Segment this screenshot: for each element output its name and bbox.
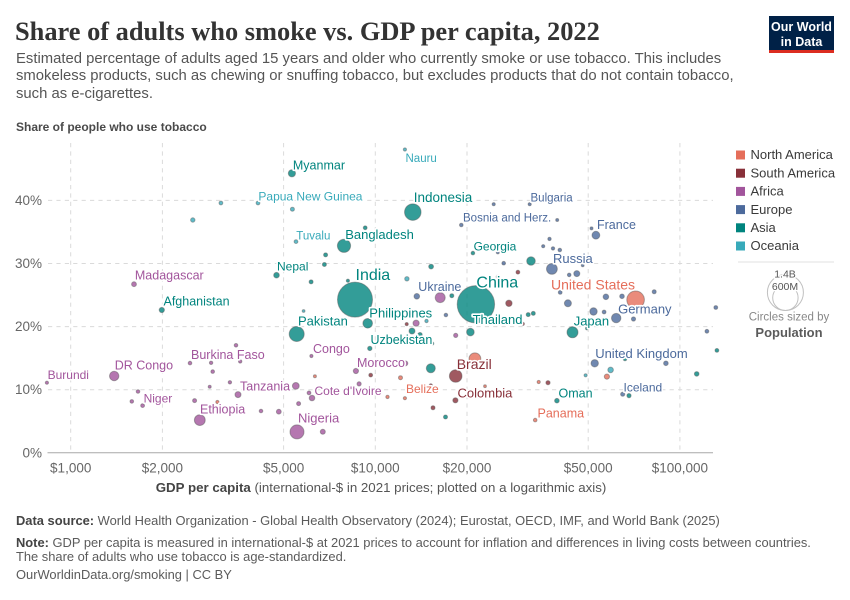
svg-text:Nauru: Nauru xyxy=(406,153,437,165)
svg-text:$10,000: $10,000 xyxy=(351,460,400,475)
svg-text:France: France xyxy=(597,218,636,232)
svg-text:30%: 30% xyxy=(15,256,42,271)
svg-text:Niger: Niger xyxy=(144,391,173,405)
svg-text:Circles sized by: Circles sized by xyxy=(749,311,830,323)
svg-text:$20,000: $20,000 xyxy=(443,460,492,475)
svg-text:Asia: Asia xyxy=(751,220,777,235)
svg-text:Congo: Congo xyxy=(313,342,350,356)
svg-text:Nigeria: Nigeria xyxy=(298,411,340,426)
svg-text:Ethiopia: Ethiopia xyxy=(200,403,245,417)
svg-text:Bulgaria: Bulgaria xyxy=(531,192,574,204)
svg-text:10%: 10% xyxy=(15,382,42,397)
svg-text:Japan: Japan xyxy=(574,314,609,329)
svg-text:0%: 0% xyxy=(22,445,42,460)
svg-text:Uzbekistan: Uzbekistan xyxy=(371,333,433,347)
svg-text:Madagascar: Madagascar xyxy=(135,269,204,283)
svg-text:United Kingdom: United Kingdom xyxy=(595,346,688,361)
svg-text:Russia: Russia xyxy=(553,251,594,266)
svg-text:Pakistan: Pakistan xyxy=(298,314,348,329)
svg-text:Belize: Belize xyxy=(406,382,439,396)
svg-text:600M: 600M xyxy=(772,281,798,293)
svg-text:40%: 40% xyxy=(15,193,42,208)
svg-text:Burundi: Burundi xyxy=(48,368,89,382)
svg-text:$1,000: $1,000 xyxy=(50,460,91,475)
svg-text:Georgia: Georgia xyxy=(474,239,517,253)
svg-text:Indonesia: Indonesia xyxy=(414,190,473,205)
svg-text:Afghanistan: Afghanistan xyxy=(164,295,230,309)
svg-text:Ukraine: Ukraine xyxy=(418,280,461,294)
svg-text:Colombia: Colombia xyxy=(458,386,514,401)
svg-text:South America: South America xyxy=(751,165,836,180)
svg-text:Population: Population xyxy=(755,325,822,340)
svg-text:DR Congo: DR Congo xyxy=(115,359,173,373)
svg-text:Tuvalu: Tuvalu xyxy=(296,231,330,243)
svg-text:GDP per capita (international-: GDP per capita (international-$ in 2021 … xyxy=(156,480,607,495)
svg-text:20%: 20% xyxy=(15,319,42,334)
svg-text:Bangladesh: Bangladesh xyxy=(345,227,414,242)
svg-text:Nepal: Nepal xyxy=(277,260,308,274)
svg-text:Europe: Europe xyxy=(751,202,793,217)
svg-text:Burkina Faso: Burkina Faso xyxy=(191,348,265,362)
svg-text:Bosnia and Herz.: Bosnia and Herz. xyxy=(463,212,551,224)
svg-text:Morocco: Morocco xyxy=(357,356,405,370)
svg-text:$2,000: $2,000 xyxy=(142,460,183,475)
svg-text:Panama: Panama xyxy=(538,407,585,421)
svg-text:$100,000: $100,000 xyxy=(652,460,708,475)
svg-text:Philippines: Philippines xyxy=(369,305,432,320)
svg-text:China: China xyxy=(476,275,518,292)
svg-text:$50,000: $50,000 xyxy=(564,460,613,475)
svg-text:Thailand: Thailand xyxy=(473,312,523,327)
svg-text:North America: North America xyxy=(751,147,834,162)
svg-text:Cote d'Ivoire: Cote d'Ivoire xyxy=(315,384,382,398)
svg-text:Tanzania: Tanzania xyxy=(240,379,290,393)
svg-text:India: India xyxy=(356,267,391,284)
svg-text:Papua New Guinea: Papua New Guinea xyxy=(258,189,362,203)
svg-text:Germany: Germany xyxy=(618,302,672,317)
svg-text:Oman: Oman xyxy=(559,386,593,400)
svg-text:$5,000: $5,000 xyxy=(263,460,304,475)
svg-text:United States: United States xyxy=(551,277,635,293)
svg-text:Myanmar: Myanmar xyxy=(293,158,345,172)
svg-text:Iceland: Iceland xyxy=(624,381,663,395)
svg-text:Brazil: Brazil xyxy=(457,356,492,372)
svg-text:Oceania: Oceania xyxy=(751,238,800,253)
svg-text:Africa: Africa xyxy=(751,184,785,199)
svg-text:1.4B: 1.4B xyxy=(774,269,796,281)
